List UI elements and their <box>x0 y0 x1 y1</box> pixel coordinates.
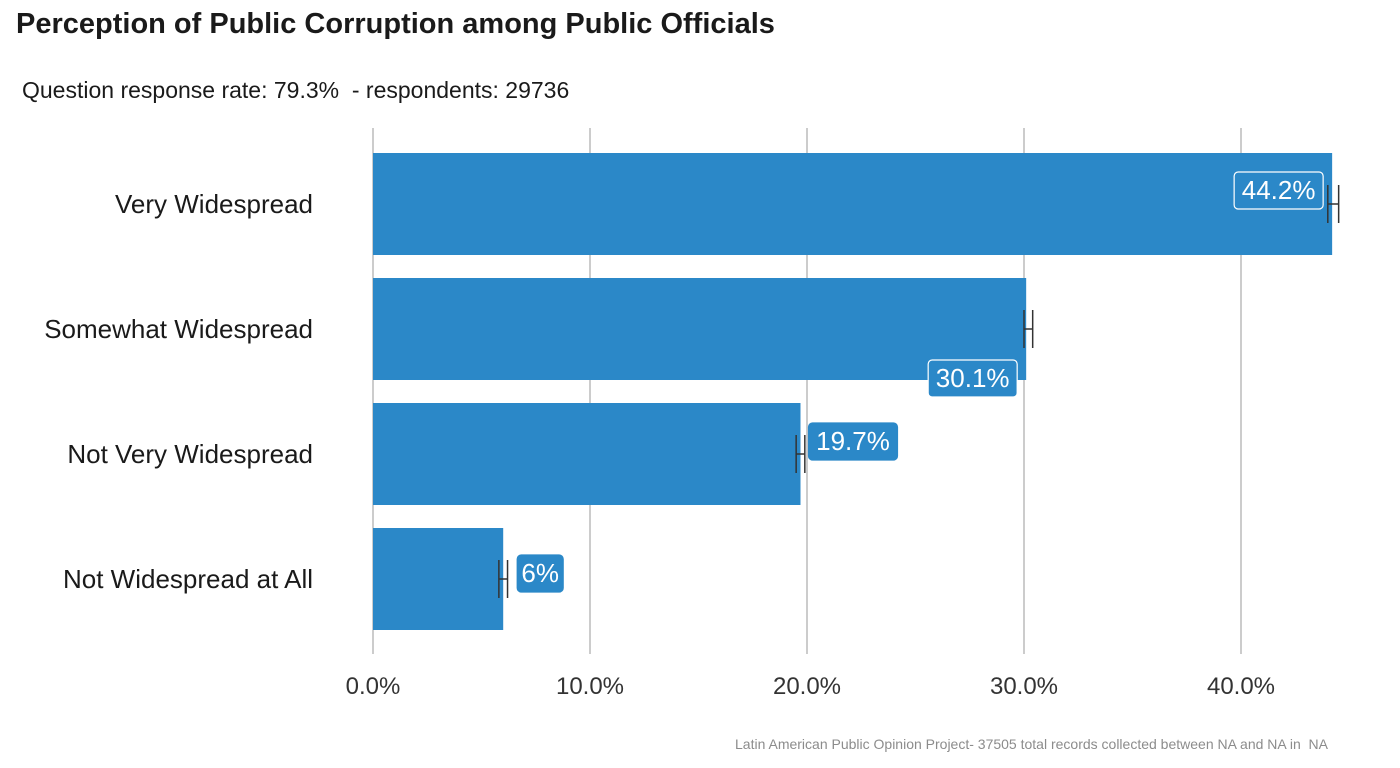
x-tick-label: 30.0% <box>990 673 1058 700</box>
data-label: 6% <box>521 558 559 588</box>
x-tick-label: 10.0% <box>556 673 624 700</box>
category-labels: Very Widespread Somewhat Widespread Not Ve… <box>44 189 313 594</box>
chart-subtitle: Question response rate: 79.3% - responde… <box>22 77 570 103</box>
bars <box>373 153 1333 630</box>
data-label: 30.1% <box>936 363 1010 393</box>
bar <box>373 528 504 630</box>
x-tick-label: 20.0% <box>773 673 841 700</box>
bar <box>373 403 801 505</box>
x-tick-label: 40.0% <box>1207 673 1275 700</box>
bar <box>373 278 1027 380</box>
data-label-box <box>1233 171 1324 210</box>
chart-title: Perception of Public Corruption among Pu… <box>16 8 775 40</box>
data-label: 19.7% <box>816 426 890 456</box>
data-labels: 44.2% 30.1% 19.7% 6% <box>516 171 1324 593</box>
chart-caption: Latin American Public Opinion Project- 3… <box>735 736 1328 752</box>
category-label: Not Very Widespread <box>67 439 313 469</box>
data-label-box <box>807 422 899 461</box>
data-label: 44.2% <box>1242 175 1316 205</box>
error-bars <box>498 185 1340 598</box>
bar <box>373 153 1333 255</box>
category-label: Very Widespread <box>115 189 313 219</box>
x-tick-labels: 0.0% 10.0% 20.0% 30.0% 40.0% <box>346 673 1275 700</box>
category-label: Somewhat Widespread <box>44 314 313 344</box>
category-label: Not Widespread at All <box>63 564 313 594</box>
data-label-box <box>516 554 564 593</box>
data-label-box <box>927 359 1018 398</box>
x-tick-label: 0.0% <box>346 673 401 700</box>
